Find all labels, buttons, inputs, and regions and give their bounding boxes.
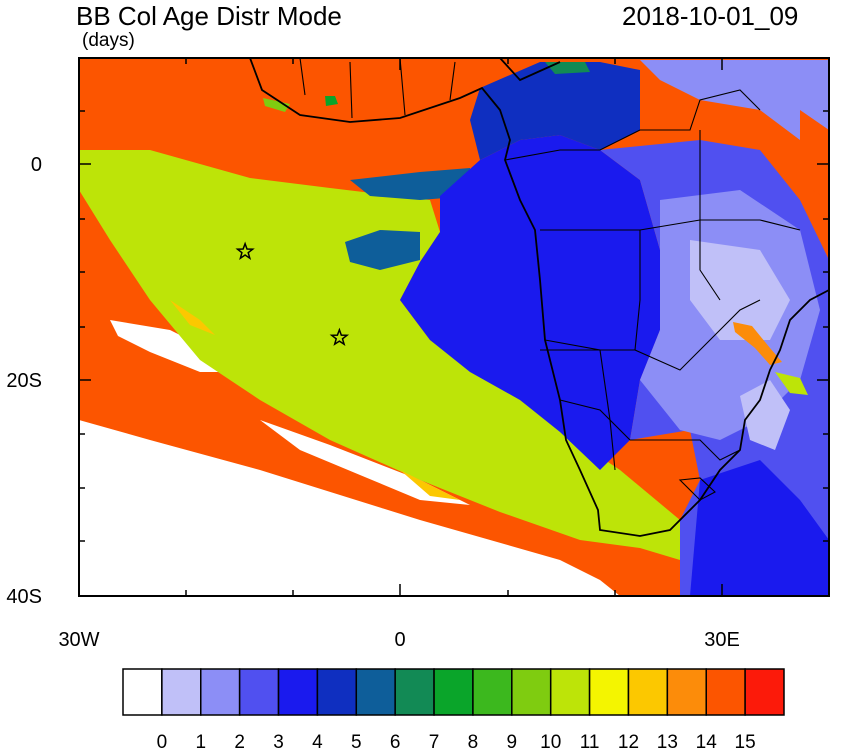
lat-label-0: 0 [31, 154, 42, 176]
colorbar-label: 13 [657, 732, 678, 750]
star-marker-1 [235, 241, 255, 260]
colorbar-swatch [744, 668, 785, 716]
colorbar-swatch [394, 668, 435, 716]
colorbar-swatch [161, 668, 202, 716]
age-11-hotspot [775, 372, 808, 395]
lon-label-30e: 30E [704, 629, 740, 651]
colorbar-label: 1 [195, 732, 206, 750]
coastline-gulf [499, 58, 561, 82]
colorbar-swatch [238, 668, 280, 716]
star-markers [235, 241, 350, 346]
colorbar-label: 9 [507, 732, 518, 750]
age-2-northeast [640, 60, 829, 150]
plot-title: BB Col Age Distr Mode [76, 1, 342, 31]
colorbar-label: 0 [157, 732, 168, 750]
colorbar-label: 5 [351, 732, 362, 750]
border-line-7 [630, 439, 741, 461]
colorbar-swatch [627, 668, 669, 716]
age-4-southeast-ocean [690, 460, 829, 596]
colorbar-swatch [316, 668, 358, 716]
lon-label-30w: 30W [58, 629, 99, 651]
colorbar: 0 1 2 3 4 5 6 7 8 9 10 11 12 13 14 15 [122, 668, 785, 750]
age-12-streak-2 [400, 470, 460, 500]
colorbar-label: 3 [273, 732, 284, 750]
star-marker-2 [329, 327, 350, 346]
colorbar-label: 6 [390, 732, 401, 750]
age-11-plume [79, 150, 680, 560]
age-1-mozambique [740, 380, 790, 450]
plot-units: (days) [82, 30, 135, 51]
colorbar-swatch [122, 668, 163, 716]
colorbar-label: 11 [580, 732, 600, 750]
plot-timestamp: 2018-10-01_09 [622, 1, 799, 31]
age-13-hotspot [733, 322, 782, 365]
colorbar-label: 2 [234, 732, 245, 750]
colorbar-swatch [355, 668, 396, 716]
border-line-5 [639, 219, 801, 231]
colorbar-label: 7 [429, 732, 440, 750]
colorbar-swatch [277, 668, 319, 716]
age-12-streak [170, 300, 215, 335]
border-line-6 [699, 130, 721, 301]
colorbar-label: 8 [468, 732, 479, 750]
coastlines [249, 58, 829, 537]
age-field [79, 58, 829, 596]
lon-label-0: 0 [394, 629, 405, 651]
border-line-8 [559, 399, 631, 441]
age-6-coast-patch [350, 168, 470, 200]
lat-label-40s: 40S [6, 586, 42, 608]
tick-marks [79, 58, 829, 596]
borders [299, 58, 801, 501]
border-lines-west-africa [299, 58, 456, 119]
age-8-north-patch [325, 96, 338, 106]
age-0-region-south [79, 420, 620, 596]
colorbar-label: 10 [540, 732, 561, 750]
age-14-east-edge [800, 110, 829, 200]
border-line-1 [504, 89, 761, 161]
colorbar-swatch [588, 668, 630, 716]
border-line-3 [544, 339, 616, 471]
border-lesotho [678, 477, 716, 501]
border-line-2 [540, 229, 641, 351]
colorbar-swatch [549, 668, 591, 716]
age-4-continent [400, 135, 660, 470]
colorbar-swatch [705, 668, 746, 716]
colorbar-swatch [511, 668, 552, 716]
age-6-offshore-patch [345, 230, 420, 270]
colorbar-label: 15 [735, 732, 756, 750]
colorbar-swatch [472, 668, 513, 716]
age-1-east-interior [690, 240, 790, 340]
colorbar-label: 14 [696, 732, 718, 750]
colorbar-swatch [666, 668, 707, 716]
colorbar-label: 4 [312, 732, 323, 750]
border-line-4 [634, 299, 761, 371]
age-10-north-patch [263, 98, 290, 112]
age-5-north [470, 62, 640, 160]
age-7-north-patch [545, 62, 590, 74]
colorbar-label: 12 [618, 732, 639, 750]
coastline-africa [249, 58, 829, 537]
colorbar-swatch [200, 668, 241, 716]
lat-label-20s: 20S [6, 370, 42, 392]
colorbar-swatch [433, 668, 474, 716]
